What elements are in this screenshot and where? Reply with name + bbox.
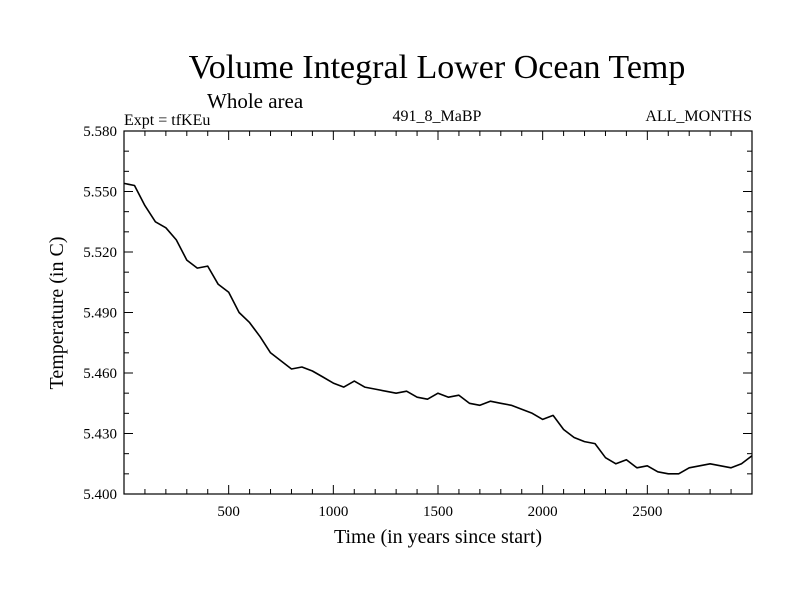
center-label: 491_8_MaBP (393, 108, 482, 125)
chart-title: Volume Integral Lower Ocean Temp (189, 49, 686, 86)
x-tick-label: 2500 (632, 504, 662, 520)
y-tick-label: 5.400 (83, 487, 117, 503)
y-tick-label: 5.580 (83, 124, 117, 140)
x-tick-label: 500 (217, 504, 240, 520)
x-axis-label: Time (in years since start) (334, 526, 542, 548)
y-tick-label: 5.520 (83, 245, 117, 261)
y-axis-label: Temperature (in C) (46, 237, 68, 390)
chart-subtitle: Whole area (207, 89, 304, 113)
x-tick-label: 1000 (318, 504, 348, 520)
plot-frame (123, 130, 753, 495)
y-tick-label: 5.550 (83, 185, 117, 201)
x-tick-label: 2000 (528, 504, 558, 520)
temperature-series-line (123, 182, 753, 475)
y-tick-label: 5.460 (83, 366, 117, 382)
y-axis: 5.400 5.430 5.460 5.490 5.520 5.550 5.580 (83, 124, 752, 503)
y-tick-label: 5.430 (83, 427, 117, 443)
x-axis: 500 1000 1500 2000 2500 (144, 131, 732, 520)
x-tick-label: 1500 (423, 504, 453, 520)
y-tick-label: 5.490 (83, 306, 117, 322)
right-label: ALL_MONTHS (645, 108, 752, 125)
expt-label: Expt = tfKEu (124, 112, 210, 129)
series-layer (123, 182, 753, 475)
